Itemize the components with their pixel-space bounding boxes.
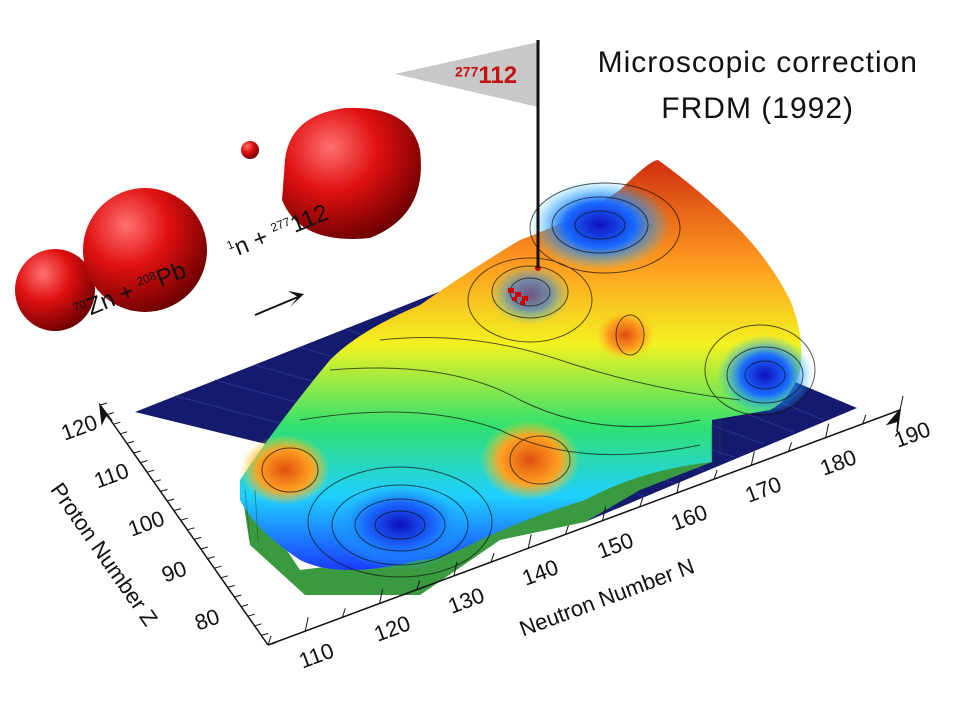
pb-nucleus <box>83 188 207 312</box>
y-tick-mark <box>140 460 148 464</box>
x-axis-tick-marks <box>267 395 904 646</box>
surface-well-right <box>717 335 813 415</box>
x-tick-mark <box>676 478 681 494</box>
x-tick-mark <box>564 525 569 535</box>
y-tick-mark <box>261 632 269 636</box>
surface-top <box>240 160 802 570</box>
y-tick-mark <box>254 623 262 627</box>
x-tick-mark <box>379 589 384 604</box>
flag-label-element: 112 <box>478 62 518 89</box>
y-tick-mark <box>187 527 195 531</box>
annotation-flag <box>395 40 540 268</box>
x-tick-mark <box>602 506 607 521</box>
x-tick-mark <box>304 617 309 632</box>
y-tick-mark <box>193 536 202 540</box>
surface-peak-back <box>595 310 655 360</box>
compound-nucleus <box>282 107 421 239</box>
y-tick-mark <box>200 546 208 550</box>
surface-well-front <box>330 480 470 570</box>
chart-title-line-1: Microscopic correction <box>597 46 918 79</box>
chart-title-line-2: FRDM (1992) <box>661 92 854 125</box>
y-axis-arrow <box>98 402 113 426</box>
y-tick-mark <box>126 440 135 444</box>
y-tick-mark <box>153 479 161 483</box>
x-tick-mark <box>639 497 644 507</box>
y-tick-mark <box>133 450 141 454</box>
y-tick-mark <box>160 488 168 492</box>
nuclei-illustration <box>15 107 421 331</box>
x-tick-mark <box>862 414 867 424</box>
neutron <box>241 141 259 159</box>
x-axis-arrow <box>885 407 902 433</box>
surface-peak-left <box>240 435 330 505</box>
y-tick-mark <box>120 431 128 435</box>
y-tick-mark <box>207 556 215 560</box>
energy-surface <box>240 160 816 595</box>
surface-well-center <box>490 265 570 325</box>
y-tick-mark <box>227 584 235 588</box>
y-tick-mark <box>247 613 255 617</box>
x-tick-mark <box>750 451 755 466</box>
y-tick-mark <box>113 421 121 425</box>
y-tick-mark <box>267 642 276 646</box>
y-axis-tick-marks <box>99 402 276 646</box>
x-tick-mark <box>267 635 272 646</box>
x-tick-mark <box>713 469 718 480</box>
y-tick-mark <box>167 498 175 502</box>
x-tick-mark <box>341 608 346 618</box>
y-axis-line <box>99 404 269 646</box>
x-tick-mark <box>899 395 904 411</box>
surface-well-back <box>530 180 670 270</box>
flag-label: 277112 <box>455 62 517 90</box>
zn-nucleus <box>15 249 95 331</box>
reaction-arrow-head <box>288 291 304 307</box>
x-axis-line <box>267 409 901 646</box>
flag-label-mass-number: 277 <box>455 63 479 80</box>
y-tick-mark <box>234 594 242 598</box>
y-tick-mark <box>240 604 249 608</box>
axes <box>98 402 902 646</box>
y-tick-mark <box>106 412 114 416</box>
y-tick-mark <box>146 469 155 473</box>
x-tick-mark <box>527 534 532 549</box>
y-tick-mark <box>173 508 182 512</box>
y-tick-mark <box>99 402 108 406</box>
surface-edge-texture <box>244 420 721 543</box>
y-tick-mark <box>214 565 222 569</box>
x-tick-mark <box>416 580 421 590</box>
flag-cloth <box>395 42 538 107</box>
y-tick-mark <box>220 575 229 579</box>
x-tick-mark <box>453 561 458 576</box>
x-tick-mark <box>490 552 495 563</box>
reaction-arrow-line <box>254 296 299 316</box>
x-tick-mark <box>787 442 792 452</box>
y-tick-mark <box>180 517 188 521</box>
x-tick-mark <box>825 423 830 438</box>
contour-lines <box>261 182 816 578</box>
surface-peak-mid <box>480 420 580 500</box>
